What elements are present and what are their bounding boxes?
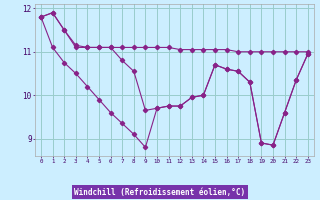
Text: Windchill (Refroidissement éolien,°C): Windchill (Refroidissement éolien,°C) [75, 188, 245, 196]
